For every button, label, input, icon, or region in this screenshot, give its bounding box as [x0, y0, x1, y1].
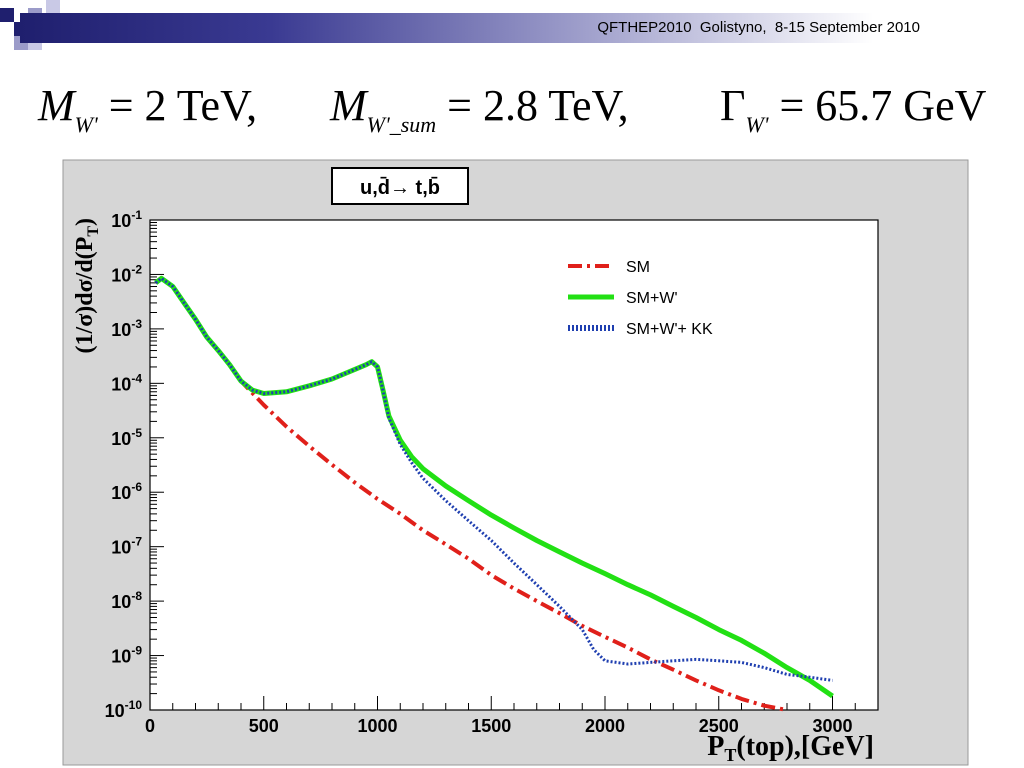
y-tick-label: 10-2 [111, 262, 142, 285]
formula-value: = 2.8 [447, 81, 538, 130]
axis-layer [149, 221, 879, 711]
label-layer: 10-1010-910-810-710-610-510-410-310-210-… [72, 167, 874, 765]
x-tick-label: 500 [249, 716, 279, 736]
series-layer [154, 275, 834, 712]
plot-area [149, 219, 879, 711]
formula-subscript: W' [74, 112, 98, 137]
formula-symbol: Γ [720, 81, 746, 130]
chart-title: u,d̄→ t,b̄ [360, 177, 440, 199]
formula-subscript: W' [745, 112, 769, 137]
legend-label: SM [626, 259, 650, 276]
formula-mass: MW' = 2 TeV, [38, 80, 257, 150]
legend-label: SM+W' [626, 290, 678, 307]
x-tick-label: 3000 [812, 716, 852, 736]
y-tick-label: 10-9 [111, 644, 142, 667]
series-line-sm-w-kk [154, 276, 833, 682]
formula-width: ΓW' = 65.7 GeV [720, 80, 986, 150]
chart-title-box [331, 167, 469, 205]
x-tick-label: 2500 [699, 716, 739, 736]
formula-symbol: M [38, 81, 75, 130]
y-axis-title: (1/σ)dσ/d(PT) [72, 218, 102, 353]
x-tick-label: 0 [145, 716, 155, 736]
x-tick-label: 2000 [585, 716, 625, 736]
y-tick-label: 10-3 [111, 317, 142, 340]
formula-subscript: W'_sum [366, 112, 437, 137]
x-tick-label: 1500 [471, 716, 511, 736]
chart-frame [62, 159, 969, 766]
header-bar [20, 13, 1024, 43]
y-tick-label: 10-6 [111, 480, 142, 503]
y-tick-label: 10-8 [111, 589, 142, 612]
y-tick-label: 10-7 [111, 535, 142, 558]
formula-value: = 2 [108, 81, 167, 130]
x-tick-label: 1000 [357, 716, 397, 736]
legend: SM SM+W' SM+W'+ KK [568, 259, 713, 338]
formula-unit: GeV [903, 81, 987, 130]
formula-mass-sum: MW'_sum = 2.8 TeV, [330, 80, 629, 150]
y-tick-label: 10-1 [111, 208, 142, 231]
formula-unit: TeV, [176, 81, 258, 130]
conference-label: QFTHEP2010 Golistyno, 8-15 September 201… [597, 19, 920, 36]
y-tick-label: 10-4 [111, 371, 142, 394]
formula-symbol: M [330, 81, 367, 130]
formula-unit: TeV, [548, 81, 629, 130]
y-tick-label: 10-10 [105, 698, 143, 721]
y-tick-label: 10-5 [111, 426, 142, 449]
x-axis-title: PT(top),[GeV] [707, 731, 874, 765]
formula-value: = 65.7 [779, 81, 893, 130]
legend-label: SM+W'+ KK [626, 321, 713, 338]
